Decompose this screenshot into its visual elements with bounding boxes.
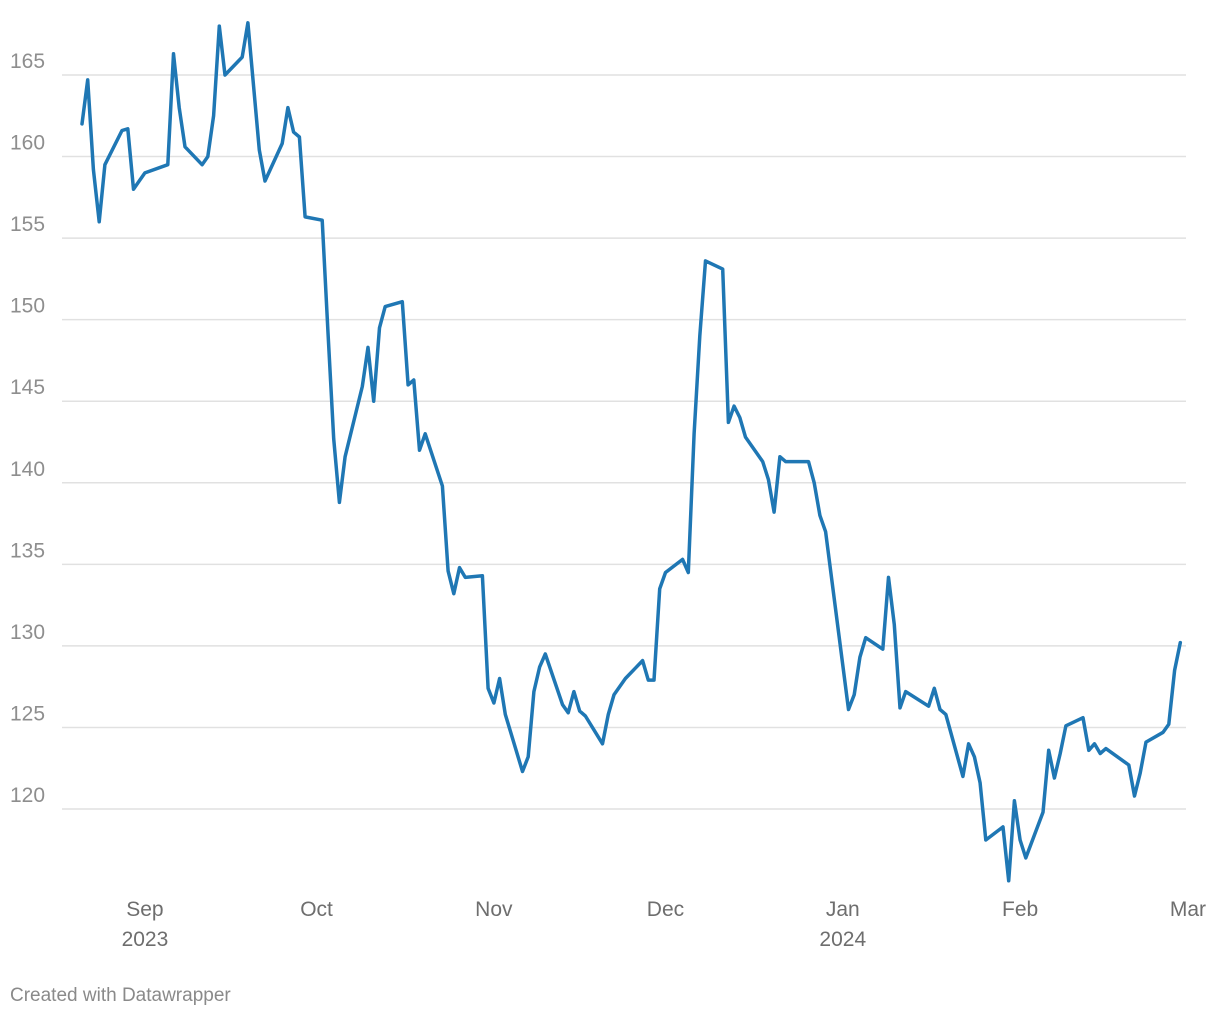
x-tick-label-mar: Mar	[1170, 898, 1206, 921]
x-tick-label-feb: Feb	[1002, 898, 1038, 921]
x-axis: Sep 2023 Oct Nov Dec Jan 2024 Feb Mar	[122, 898, 1206, 951]
y-tick-label-120: 120	[10, 784, 45, 807]
y-tick-label-155: 155	[10, 213, 45, 236]
y-tick-label-135: 135	[10, 539, 45, 562]
chart-credit: Created with Datawrapper	[10, 985, 231, 1006]
y-tick-label-145: 145	[10, 376, 45, 399]
x-tick-label-sep: Sep	[126, 898, 163, 921]
y-tick-label-165: 165	[10, 50, 45, 73]
y-tick-label-150: 150	[10, 295, 45, 318]
y-tick-label-140: 140	[10, 458, 45, 481]
x-tick-year-2023: 2023	[122, 928, 169, 951]
y-tick-label-160: 160	[10, 132, 45, 155]
y-tick-label-125: 125	[10, 702, 45, 725]
x-tick-year-2024: 2024	[819, 928, 866, 951]
gridlines	[62, 74, 1186, 810]
x-tick-label-oct: Oct	[300, 898, 333, 921]
series-layer	[80, 21, 1183, 883]
series-line-1	[80, 21, 1183, 883]
x-tick-label-jan: Jan	[826, 898, 860, 921]
y-axis: 120 125 130 135 140 145 150 155 160 165	[10, 50, 45, 807]
x-tick-label-nov: Nov	[475, 898, 513, 921]
y-tick-label-130: 130	[10, 621, 45, 644]
x-tick-label-dec: Dec	[647, 898, 684, 921]
